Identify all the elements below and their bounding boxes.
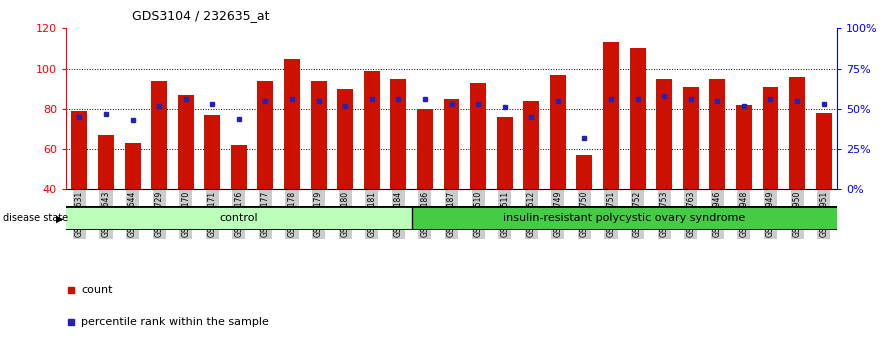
Text: ▶: ▶ <box>56 213 63 223</box>
Text: percentile rank within the sample: percentile rank within the sample <box>81 317 270 327</box>
Bar <box>816 113 832 189</box>
Bar <box>66 206 411 230</box>
Bar <box>576 155 592 189</box>
Bar <box>284 58 300 189</box>
Bar <box>603 42 619 189</box>
Bar <box>630 48 646 189</box>
Text: disease state: disease state <box>3 213 68 223</box>
Bar <box>411 206 837 230</box>
Bar <box>497 117 513 189</box>
Text: GDS3104 / 232635_at: GDS3104 / 232635_at <box>132 9 270 22</box>
Bar <box>443 99 460 189</box>
Bar <box>178 95 194 189</box>
Bar <box>763 87 779 189</box>
Bar <box>417 109 433 189</box>
Bar <box>736 105 751 189</box>
Bar <box>364 70 380 189</box>
Bar <box>257 81 273 189</box>
Text: count: count <box>81 285 113 296</box>
Bar <box>311 81 327 189</box>
Bar <box>709 79 725 189</box>
Bar <box>789 77 805 189</box>
Bar <box>98 135 114 189</box>
Bar <box>683 87 699 189</box>
Bar <box>523 101 539 189</box>
Bar <box>71 111 87 189</box>
Bar <box>656 79 672 189</box>
Bar <box>550 75 566 189</box>
Text: insulin-resistant polycystic ovary syndrome: insulin-resistant polycystic ovary syndr… <box>503 213 745 223</box>
Bar <box>231 145 247 189</box>
Bar <box>124 143 140 189</box>
Bar <box>204 115 220 189</box>
Text: control: control <box>219 213 258 223</box>
Bar <box>152 81 167 189</box>
Bar <box>470 83 486 189</box>
Bar <box>337 89 353 189</box>
Bar <box>390 79 406 189</box>
